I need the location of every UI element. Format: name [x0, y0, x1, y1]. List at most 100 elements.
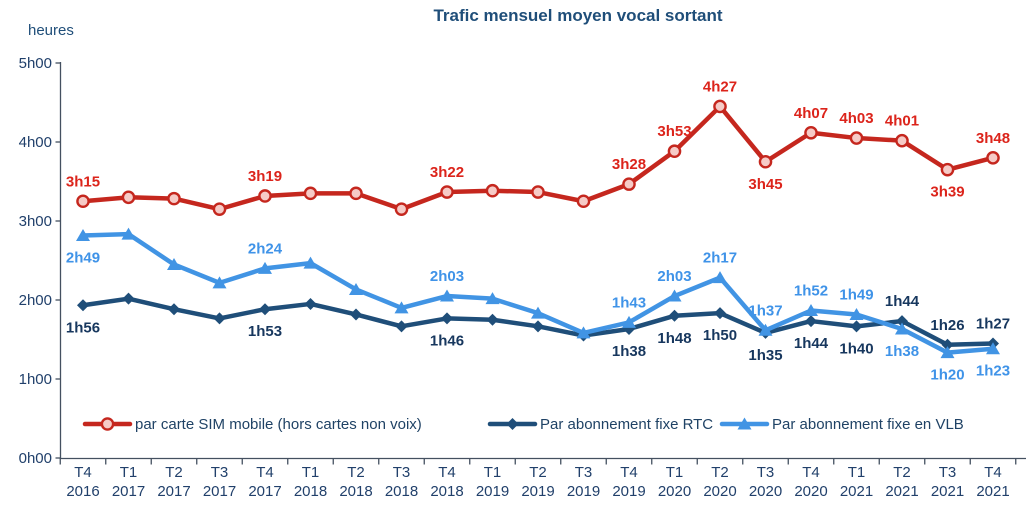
data-label-mobile: 3h15	[66, 173, 100, 190]
x-axis-year-label: 2018	[339, 483, 372, 500]
x-axis-quarter-label: T2	[347, 464, 365, 481]
data-point-mobile	[349, 186, 363, 201]
x-axis-year-label: 2019	[476, 483, 509, 500]
data-label-vlb: 1h49	[839, 286, 873, 303]
y-axis-tick-label: 5h00	[19, 55, 52, 72]
y-axis-unit-label: heures	[28, 22, 74, 39]
y-axis-tick-label: 1h00	[19, 371, 52, 388]
data-point-rtc	[668, 309, 681, 322]
legend-label-mobile: par carte SIM mobile (hors cartes non vo…	[135, 416, 422, 433]
data-label-vlb: 2h03	[430, 268, 464, 285]
data-label-mobile: 4h01	[885, 113, 919, 130]
data-point-rtc	[168, 303, 180, 316]
data-point-mobile	[986, 150, 1000, 165]
y-axis-tick-label: 0h00	[19, 450, 52, 467]
x-axis-quarter-label: T3	[939, 464, 957, 481]
x-axis-quarter-label: T1	[302, 464, 320, 481]
data-point-vlb	[940, 346, 955, 359]
data-label-rtc: 1h48	[657, 330, 691, 347]
data-label-vlb: 1h20	[930, 367, 964, 384]
data-point-rtc	[896, 315, 908, 328]
x-axis-quarter-label: T1	[848, 464, 866, 481]
x-axis-year-label: 2017	[112, 483, 145, 500]
data-point-mobile	[622, 177, 636, 191]
data-label-rtc: 1h50	[703, 327, 737, 344]
data-point-mobile	[667, 144, 682, 159]
data-label-vlb: 2h17	[703, 250, 737, 267]
x-axis-quarter-label: T1	[666, 464, 684, 481]
data-point-mobile	[258, 189, 272, 203]
x-axis-quarter-label: T1	[120, 464, 138, 481]
data-point-vlb	[440, 289, 454, 302]
data-point-mobile	[121, 190, 136, 205]
data-point-vlb	[485, 292, 500, 305]
data-label-rtc: 1h26	[930, 317, 964, 334]
x-axis-category-label: T2 2017	[157, 464, 190, 500]
x-axis-category-label: T3 2017	[203, 464, 236, 500]
x-axis-year-label: 2021	[931, 483, 964, 500]
x-axis-quarter-label: T4	[256, 464, 274, 481]
data-point-mobile	[394, 202, 409, 216]
data-label-rtc: 1h35	[748, 347, 782, 364]
data-point-rtc	[441, 312, 453, 325]
data-point-mobile	[576, 194, 591, 209]
x-axis-year-label: 2021	[840, 483, 873, 500]
data-point-rtc	[213, 312, 226, 325]
legend-item-rtc: Par abonnement fixe RTC	[487, 416, 713, 433]
x-axis-year-label: 2019	[612, 483, 645, 500]
x-axis-category-label: T1 2020	[658, 464, 691, 500]
data-point-mobile	[76, 194, 90, 209]
legend-item-mobile: par carte SIM mobile (hors cartes non vo…	[82, 416, 422, 433]
data-point-rtc	[395, 320, 408, 333]
data-point-vlb	[758, 323, 773, 336]
data-point-mobile	[849, 131, 864, 145]
data-point-vlb	[576, 326, 591, 339]
legend-label-rtc: Par abonnement fixe RTC	[540, 416, 713, 433]
x-axis-category-label: T1 2018	[294, 464, 327, 500]
x-axis-year-label: 2016	[66, 483, 99, 500]
data-point-vlb	[167, 257, 181, 270]
y-axis-tick-label: 2h00	[19, 292, 52, 309]
data-point-vlb	[258, 261, 272, 274]
data-point-mobile	[713, 99, 727, 114]
x-axis-quarter-label: T2	[165, 464, 183, 481]
data-point-mobile	[440, 185, 454, 199]
x-axis-quarter-label: T2	[893, 464, 911, 481]
data-point-rtc	[714, 307, 726, 320]
x-axis-quarter-label: T2	[711, 464, 729, 481]
x-axis-year-label: 2021	[885, 483, 918, 500]
series-labels-mobile: 3h15 3h19 3h22 3h28 3h53 4h27 3h45 4h07 4h03 4h01…	[66, 78, 1010, 200]
data-point-mobile	[895, 133, 909, 148]
data-label-rtc: 1h38	[612, 343, 646, 360]
x-axis-quarter-label: T4	[74, 464, 92, 481]
data-point-vlb	[212, 276, 227, 289]
data-point-rtc	[259, 303, 271, 316]
x-axis-category-label: T2 2018	[339, 464, 372, 500]
x-axis-year-label: 2020	[794, 483, 827, 500]
data-point-rtc	[850, 320, 863, 333]
series-mobile	[76, 99, 1000, 216]
data-point-mobile	[940, 162, 955, 177]
x-axis-category-label: T3 2021	[931, 464, 964, 500]
data-label-rtc: 1h44	[794, 335, 829, 352]
data-point-rtc	[486, 313, 499, 326]
data-point-mobile	[212, 202, 227, 216]
data-point-vlb	[804, 304, 818, 317]
data-label-mobile: 4h03	[839, 110, 873, 127]
data-point-vlb	[849, 307, 864, 320]
x-axis-year-label: 2019	[567, 483, 600, 500]
data-label-vlb: 1h37	[748, 302, 782, 319]
x-axis-quarter-label: T4	[984, 464, 1002, 481]
data-point-vlb	[986, 342, 1000, 355]
y-axis-tick-label: 4h00	[19, 134, 52, 151]
data-label-vlb: 2h24	[248, 240, 283, 257]
x-axis-year-label: 2020	[749, 483, 782, 500]
data-label-mobile: 4h07	[794, 105, 828, 122]
x-axis-year-label: 2020	[658, 483, 691, 500]
data-point-rtc	[77, 299, 89, 312]
x-axis-category-label: T2 2021	[885, 464, 918, 500]
data-label-rtc: 1h44	[885, 293, 920, 310]
x-axis-category-label: T3 2019	[567, 464, 600, 500]
series-labels-rtc: 1h56 1h53 1h46 1h38 1h48 1h50 1h35 1h44 1h40 1h44…	[66, 293, 1010, 364]
